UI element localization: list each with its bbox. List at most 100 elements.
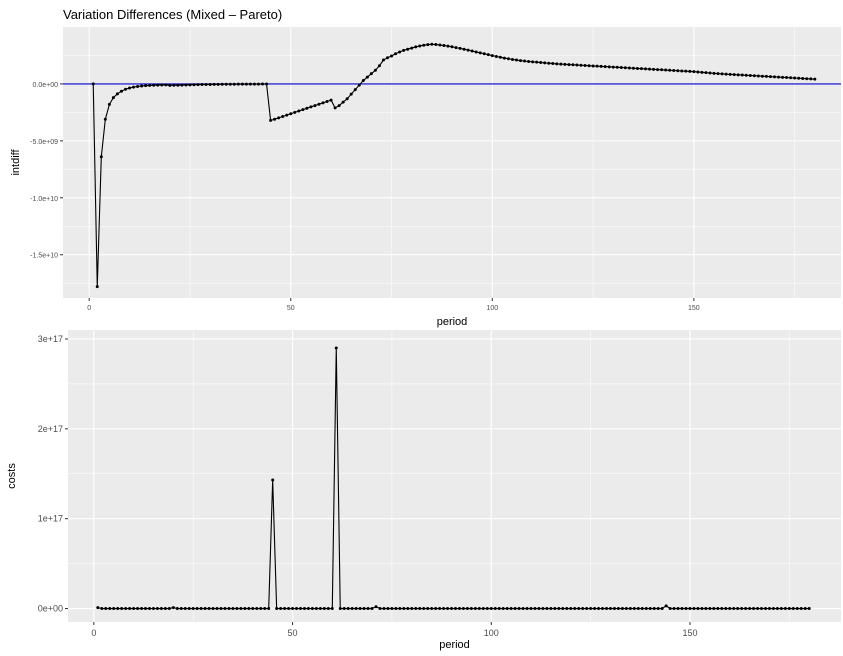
panel-background (68, 330, 841, 622)
data-point (777, 75, 781, 79)
data-point (676, 69, 680, 73)
data-point (115, 92, 119, 96)
data-point (337, 104, 341, 108)
data-point (267, 607, 271, 611)
data-point (728, 72, 732, 76)
data-point (321, 101, 325, 105)
data-point (700, 70, 704, 74)
data-point (756, 607, 760, 611)
data-point (148, 83, 152, 87)
data-point (643, 67, 647, 71)
data-point (640, 607, 644, 611)
data-point (357, 83, 361, 87)
data-point (306, 607, 310, 611)
data-point (132, 85, 136, 89)
data-point (394, 52, 398, 56)
data-point (120, 607, 124, 611)
data-point (469, 607, 473, 611)
data-point (156, 83, 160, 87)
data-point (720, 72, 724, 76)
data-point (585, 607, 589, 611)
data-point (203, 607, 207, 611)
data-point (498, 55, 502, 59)
data-point (565, 607, 569, 611)
x-axis-title: period (439, 639, 470, 651)
data-point (353, 88, 357, 92)
data-point (581, 607, 585, 611)
data-point (607, 65, 611, 69)
data-point (402, 607, 406, 611)
data-point (240, 82, 244, 86)
data-point (708, 71, 712, 75)
data-point (708, 607, 712, 611)
data-point (163, 607, 167, 611)
data-point (740, 73, 744, 77)
data-point (434, 607, 438, 611)
y-tick-label: 2e+17 (38, 424, 63, 434)
data-point (96, 606, 100, 610)
panel-2: 0 50 100 150 0e+00 1e+17 2e+17 3e+17 period costs (6, 330, 841, 651)
data-point (648, 607, 652, 611)
data-point (140, 84, 144, 88)
data-point (310, 607, 314, 611)
data-point (652, 67, 656, 71)
data-point (549, 607, 553, 611)
data-point (299, 607, 302, 611)
data-point (553, 607, 557, 611)
data-point (567, 63, 571, 67)
data-point (414, 45, 418, 49)
data-point (212, 82, 216, 86)
data-point (295, 607, 299, 611)
data-point (136, 607, 140, 611)
data-point (563, 62, 567, 66)
data-point (605, 607, 609, 611)
data-point (342, 607, 346, 611)
data-point (760, 607, 764, 611)
data-point (509, 607, 513, 611)
data-point (418, 44, 422, 48)
data-point (450, 45, 454, 49)
data-point (123, 87, 127, 91)
data-point (680, 607, 684, 611)
data-point (369, 72, 373, 76)
data-point (200, 83, 204, 87)
data-point (183, 607, 187, 611)
data-point (279, 607, 283, 611)
data-point (779, 607, 783, 611)
data-point (144, 84, 148, 88)
data-point (374, 605, 378, 609)
data-point (648, 67, 652, 71)
data-point (354, 607, 358, 611)
data-point (287, 607, 291, 611)
data-point (458, 46, 462, 50)
data-point (91, 82, 95, 86)
data-point (763, 607, 767, 611)
data-point (668, 607, 672, 611)
data-point (334, 346, 338, 350)
data-point (461, 607, 465, 611)
data-point (577, 607, 581, 611)
data-point (235, 607, 239, 611)
data-point (151, 607, 155, 611)
data-point (624, 607, 628, 611)
data-point (180, 83, 184, 87)
data-point (227, 607, 231, 611)
data-point (322, 607, 326, 611)
data-point (547, 61, 551, 65)
data-point (539, 61, 543, 65)
data-point (350, 607, 354, 611)
data-point (317, 102, 321, 106)
data-point (330, 607, 334, 611)
x-tick-label: 50 (288, 628, 298, 638)
data-point (477, 607, 481, 611)
data-point (744, 607, 748, 611)
data-point (517, 607, 521, 611)
data-point (136, 84, 140, 88)
data-point (314, 607, 318, 611)
data-point (635, 66, 639, 70)
data-point (716, 72, 720, 76)
data-point (196, 83, 200, 87)
panel-background (63, 27, 841, 298)
data-point (801, 76, 805, 80)
